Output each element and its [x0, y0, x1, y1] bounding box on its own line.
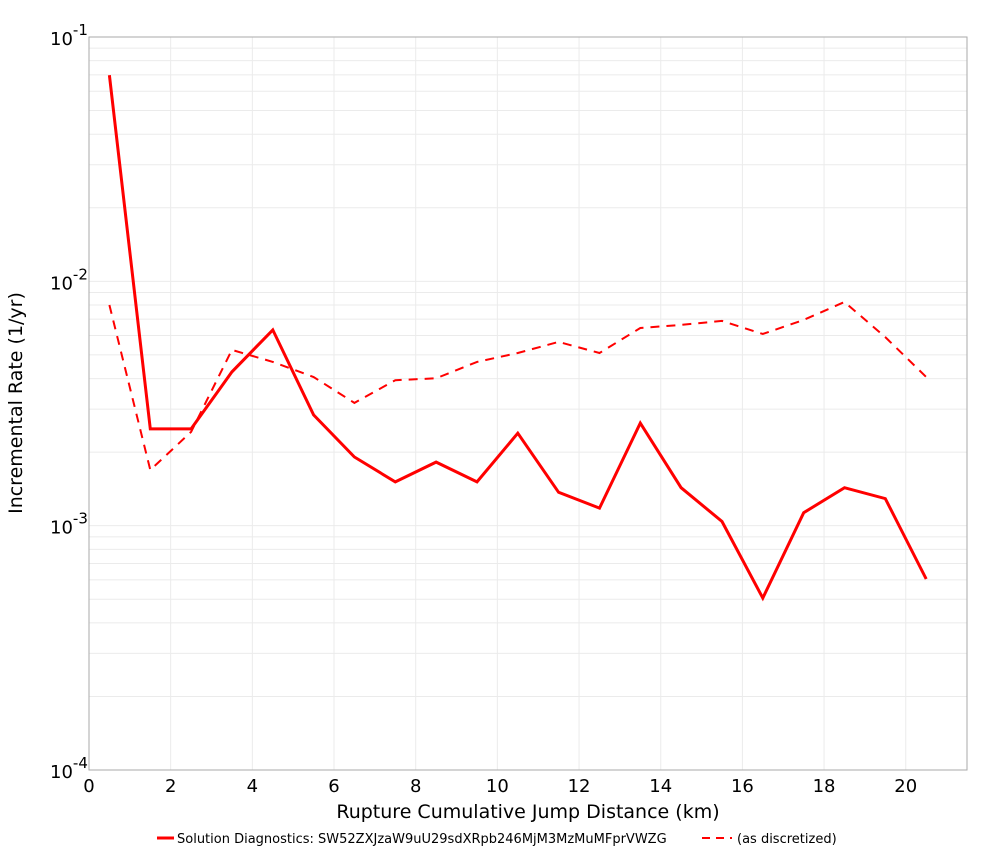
y-tick-label: 10-1	[50, 21, 88, 50]
x-tick-label: 16	[731, 776, 754, 797]
legend-item-solution: Solution Diagnostics: SW52ZXJzaW9uU29sdX…	[177, 832, 667, 847]
x-tick-label: 4	[247, 776, 258, 797]
x-tick-label: 2	[165, 776, 176, 797]
legend: Solution Diagnostics: SW52ZXJzaW9uU29sdX…	[157, 832, 837, 847]
series-discretized-line	[108, 300, 927, 472]
data-series	[107, 75, 928, 602]
y-tick-label: 10-2	[50, 265, 88, 294]
x-tick-label: 12	[568, 776, 591, 797]
y-axis-ticks: 10-1 10-2 10-3 10-4	[50, 21, 88, 783]
legend-item-discretized: (as discretized)	[737, 832, 837, 847]
plot-area	[88, 36, 968, 771]
y-axis-title: Incremental Rate (1/yr)	[5, 292, 27, 514]
x-tick-label: 20	[894, 776, 917, 797]
x-tick-label: 18	[813, 776, 836, 797]
x-tick-label: 10	[486, 776, 509, 797]
series-solution-line	[107, 75, 928, 602]
x-tick-label: 0	[83, 776, 94, 797]
x-tick-label: 6	[328, 776, 339, 797]
x-axis-ticks: 0 2 4 6 8 10 12 14 16 18 20	[83, 776, 917, 797]
x-axis-title: Rupture Cumulative Jump Distance (km)	[336, 801, 719, 823]
x-tick-label: 8	[410, 776, 421, 797]
x-tick-label: 14	[649, 776, 672, 797]
y-tick-label: 10-4	[50, 754, 88, 783]
y-tick-label: 10-3	[50, 510, 88, 539]
